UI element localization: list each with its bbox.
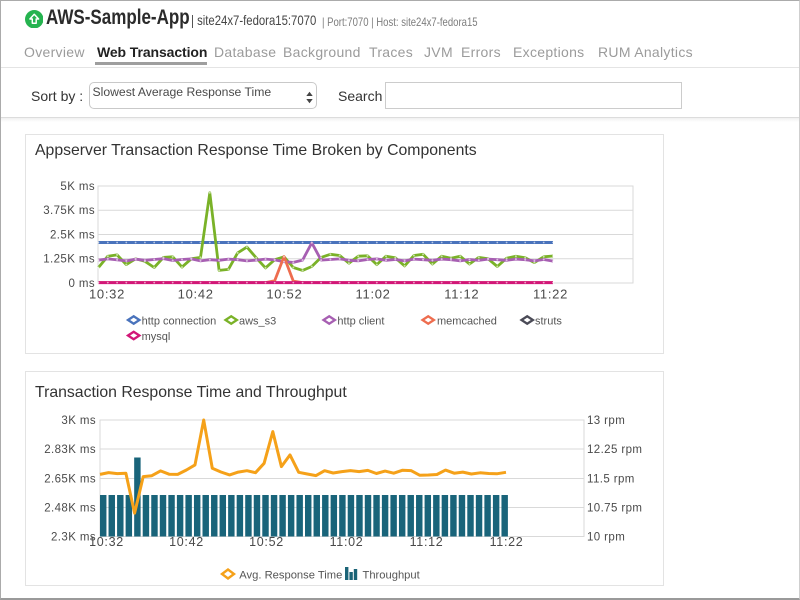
svg-text:Avg. Response Time: Avg. Response Time xyxy=(239,570,342,582)
svg-text:11:02: 11:02 xyxy=(356,287,391,302)
svg-text:11:12: 11:12 xyxy=(410,535,444,549)
svg-text:2.65K ms: 2.65K ms xyxy=(44,474,96,486)
svg-text:11.5 rpm: 11.5 rpm xyxy=(587,474,635,486)
svg-text:struts: struts xyxy=(535,315,562,327)
svg-text:2.83K ms: 2.83K ms xyxy=(44,444,96,456)
svg-text:11:02: 11:02 xyxy=(330,535,364,549)
svg-text:10:52: 10:52 xyxy=(249,535,284,549)
svg-text:http client: http client xyxy=(337,315,384,327)
svg-text:11:12: 11:12 xyxy=(444,287,479,302)
svg-text:http connection: http connection xyxy=(142,315,217,327)
svg-text:3K ms: 3K ms xyxy=(61,415,96,427)
svg-text:Throughput: Throughput xyxy=(363,570,421,582)
svg-text:10:52: 10:52 xyxy=(266,287,302,302)
svg-text:12.25 rpm: 12.25 rpm xyxy=(587,444,642,456)
svg-text:11:22: 11:22 xyxy=(533,287,568,302)
svg-text:2.5K ms: 2.5K ms xyxy=(50,230,95,242)
svg-text:aws_s3: aws_s3 xyxy=(239,315,276,327)
svg-text:11:22: 11:22 xyxy=(490,535,524,549)
svg-text:2.3K ms: 2.3K ms xyxy=(51,532,96,544)
svg-text:10:42: 10:42 xyxy=(178,287,214,302)
svg-text:1.25K ms: 1.25K ms xyxy=(43,254,95,266)
svg-text:0 ms: 0 ms xyxy=(68,278,95,290)
svg-text:mysql: mysql xyxy=(142,331,171,343)
svg-text:10.75 rpm: 10.75 rpm xyxy=(587,503,642,515)
svg-text:5K ms: 5K ms xyxy=(60,181,95,193)
svg-text:3.75K ms: 3.75K ms xyxy=(43,205,95,217)
svg-text:13 rpm: 13 rpm xyxy=(587,415,625,427)
svg-text:10:42: 10:42 xyxy=(169,535,204,549)
svg-text:memcached: memcached xyxy=(437,315,497,327)
svg-text:10 rpm: 10 rpm xyxy=(587,532,625,544)
svg-text:2.48K ms: 2.48K ms xyxy=(44,503,96,515)
svg-text:10:32: 10:32 xyxy=(89,535,124,549)
svg-text:10:32: 10:32 xyxy=(89,287,125,302)
